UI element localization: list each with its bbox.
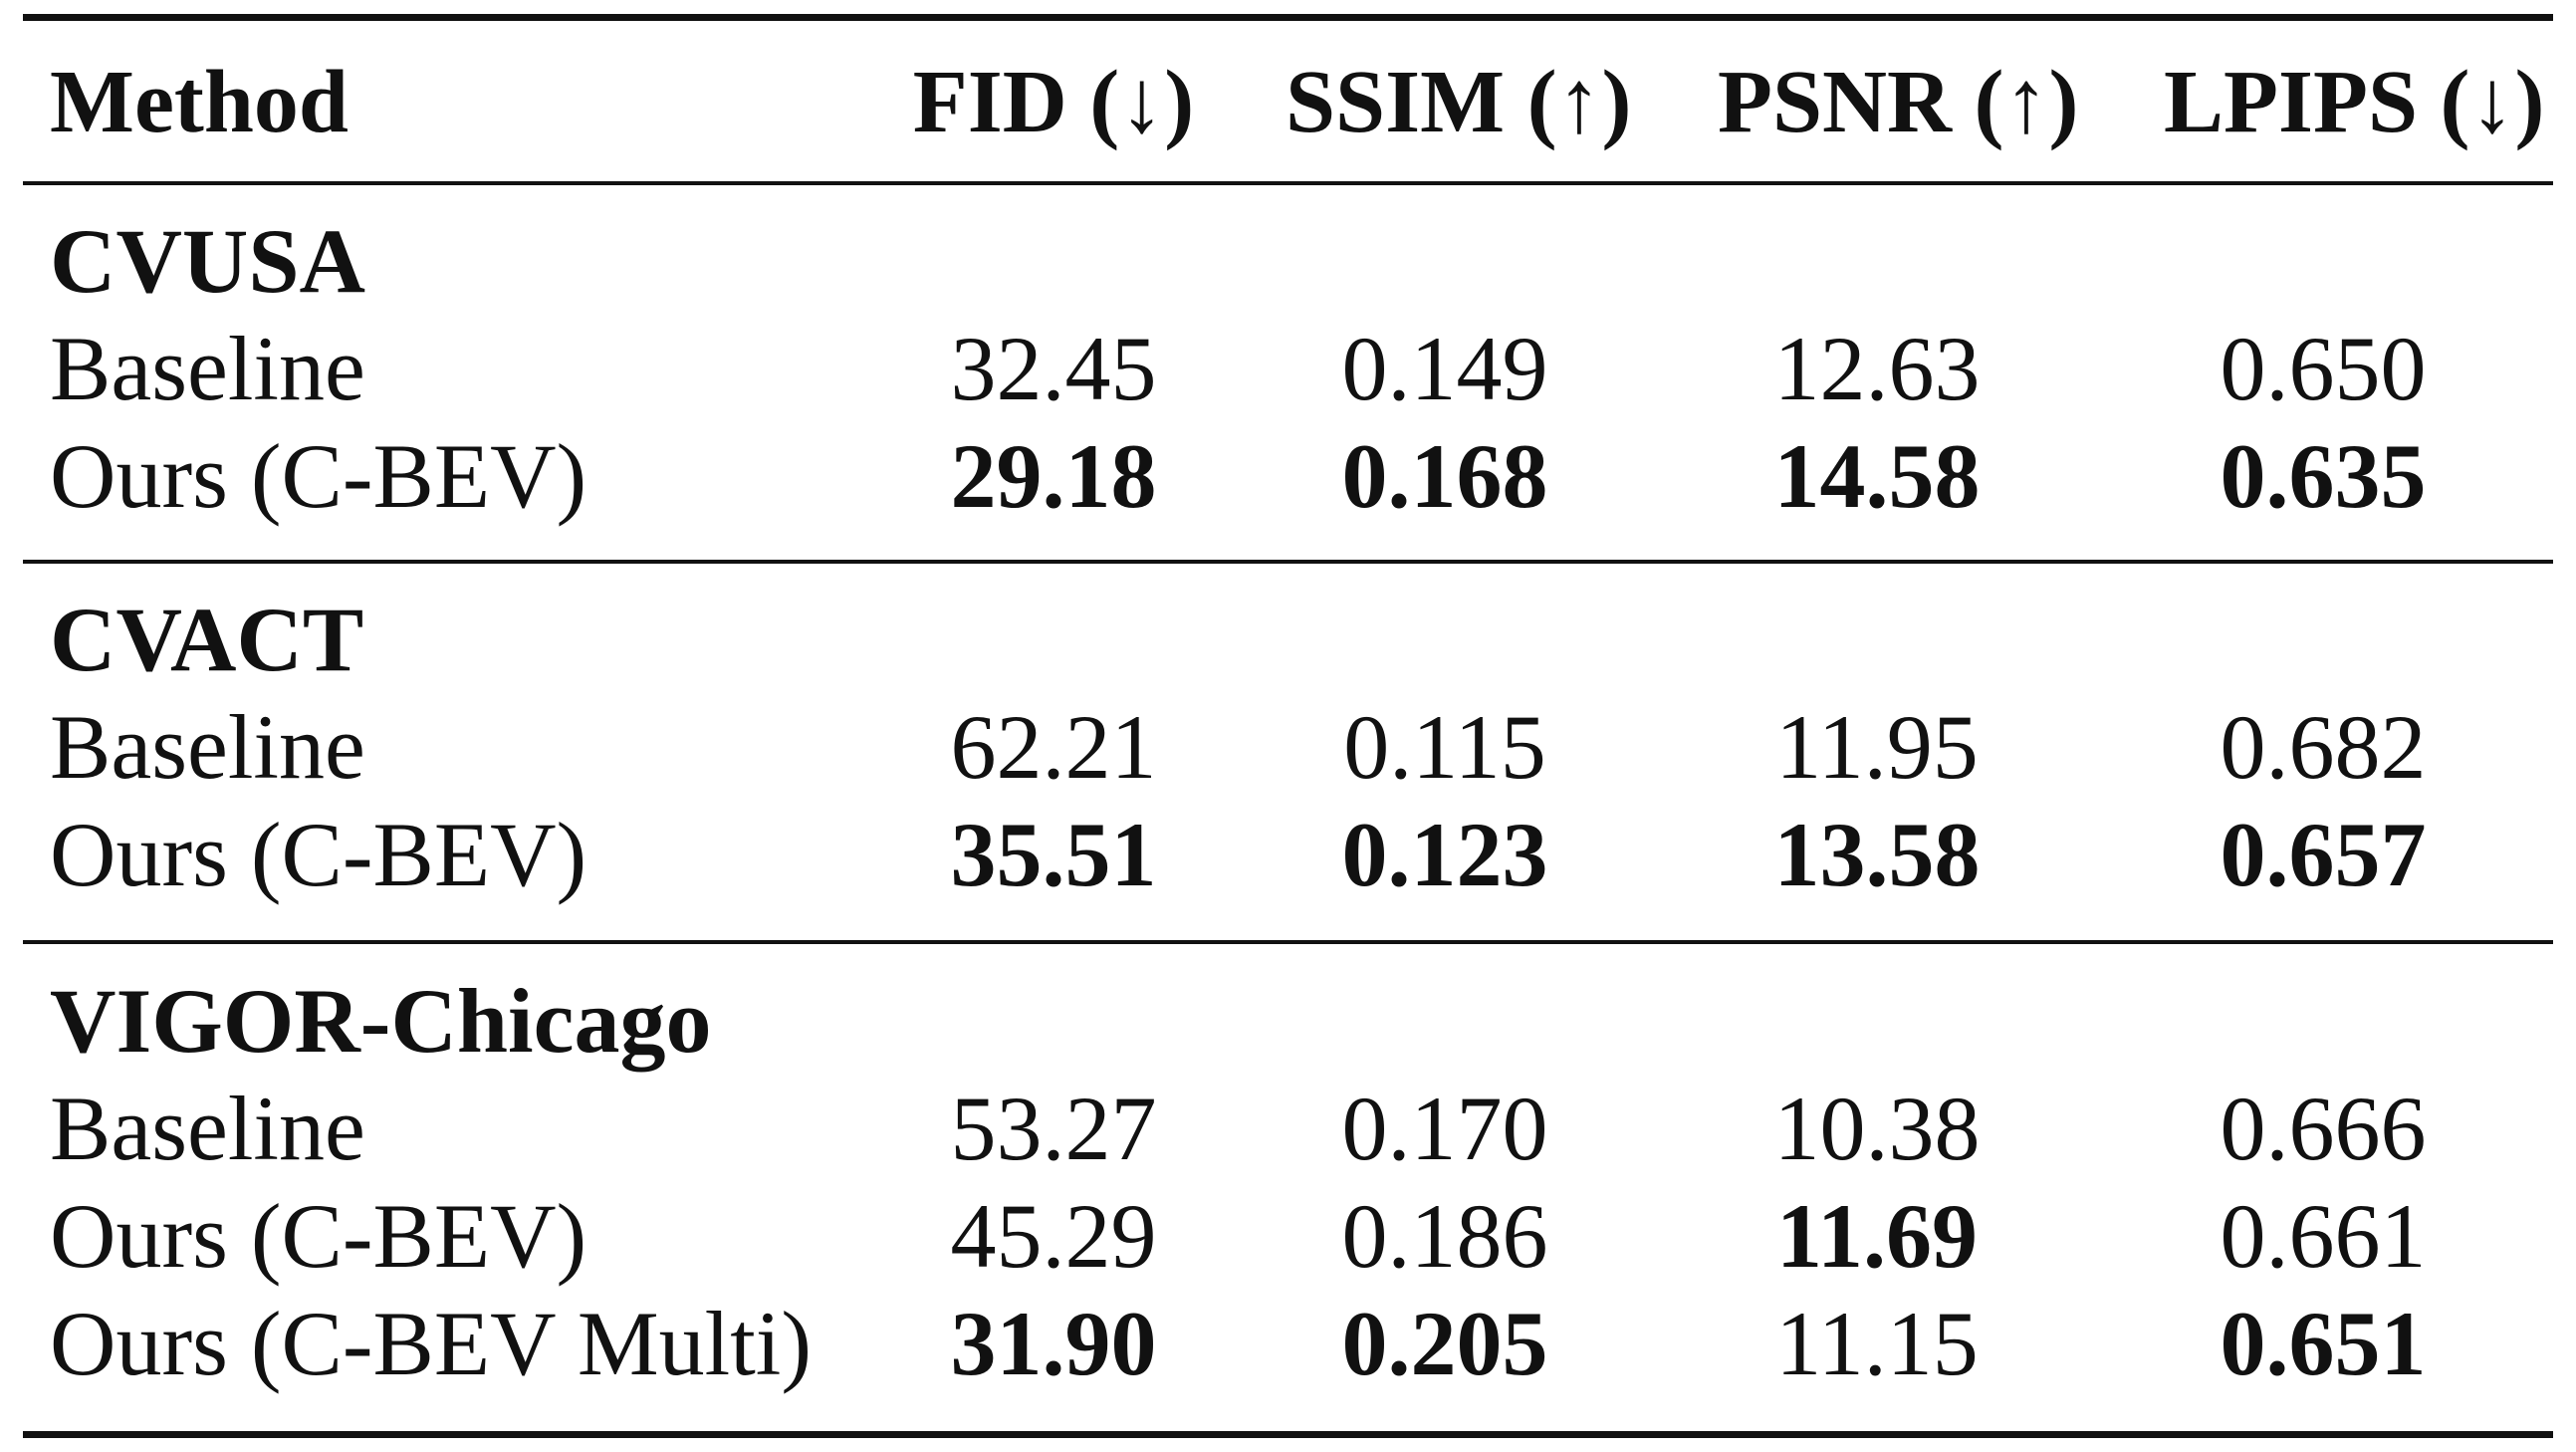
psnr-cell: 10.38 — [1773, 1078, 1981, 1179]
psnr-cell: 11.15 — [1775, 1293, 1979, 1394]
fid-cell: 62.21 — [950, 696, 1157, 798]
ssim-cell: 0.168 — [1341, 425, 1548, 527]
fid-cell: 31.90 — [950, 1293, 1157, 1394]
lpips-cell: 0.661 — [2220, 1185, 2427, 1287]
header-method: Method — [50, 53, 349, 151]
ssim-cell: 0.205 — [1341, 1293, 1548, 1394]
fid-cell: 45.29 — [950, 1185, 1157, 1287]
group-divider-cvact — [23, 560, 2553, 564]
header-fid: FID (↓) — [912, 53, 1195, 151]
ssim-cell: 0.186 — [1341, 1185, 1548, 1287]
top-rule — [23, 14, 2553, 21]
group-divider-vigor — [23, 940, 2553, 944]
method-cell: Ours (C-BEV) — [50, 804, 587, 905]
header-rule — [23, 181, 2553, 185]
method-cell: Ours (C-BEV) — [50, 425, 587, 527]
lpips-cell: 0.666 — [2220, 1078, 2427, 1179]
group-title: CVUSA — [50, 210, 365, 312]
psnr-cell: 12.63 — [1773, 318, 1981, 419]
group-title: CVACT — [50, 589, 364, 690]
psnr-cell: 11.95 — [1775, 696, 1979, 798]
method-cell: Baseline — [50, 318, 365, 419]
header-ssim: SSIM (↑) — [1286, 53, 1632, 151]
psnr-cell: 13.58 — [1773, 804, 1981, 905]
fid-cell: 35.51 — [950, 804, 1157, 905]
header-lpips: LPIPS (↓) — [2164, 53, 2545, 151]
lpips-cell: 0.651 — [2220, 1293, 2427, 1394]
ssim-cell: 0.149 — [1341, 318, 1548, 419]
psnr-cell: 11.69 — [1776, 1185, 1978, 1287]
ssim-cell: 0.115 — [1343, 696, 1546, 798]
bottom-rule — [23, 1431, 2553, 1438]
method-cell: Ours (C-BEV Multi) — [50, 1293, 812, 1394]
fid-cell: 32.45 — [950, 318, 1157, 419]
header-psnr: PSNR (↑) — [1718, 53, 2079, 151]
psnr-cell: 14.58 — [1773, 425, 1981, 527]
method-cell: Baseline — [50, 696, 365, 798]
lpips-cell: 0.635 — [2220, 425, 2427, 527]
ssim-cell: 0.123 — [1341, 804, 1548, 905]
lpips-cell: 0.682 — [2220, 696, 2427, 798]
method-cell: Ours (C-BEV) — [50, 1185, 587, 1287]
lpips-cell: 0.657 — [2220, 804, 2427, 905]
ssim-cell: 0.170 — [1341, 1078, 1548, 1179]
method-cell: Baseline — [50, 1078, 365, 1179]
group-title: VIGOR-Chicago — [50, 970, 712, 1072]
lpips-cell: 0.650 — [2220, 318, 2427, 419]
fid-cell: 53.27 — [950, 1078, 1157, 1179]
fid-cell: 29.18 — [950, 425, 1157, 527]
